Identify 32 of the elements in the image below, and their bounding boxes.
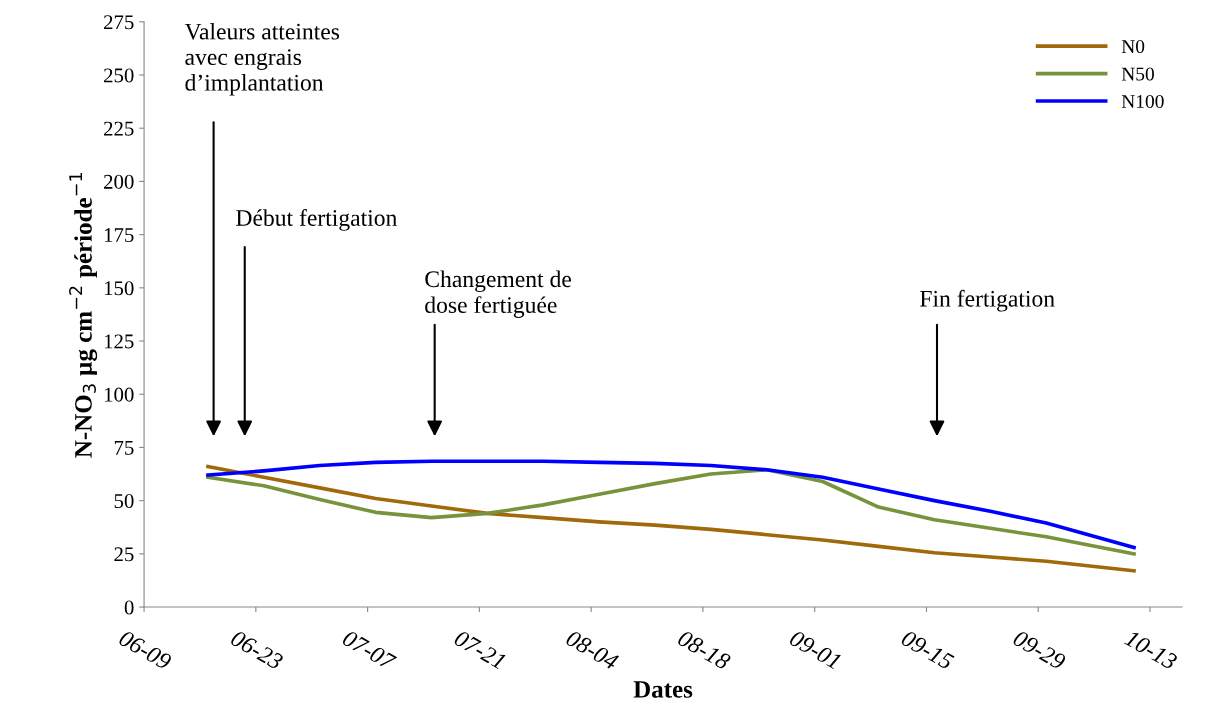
- x-tick-label: 06-23: [229, 629, 284, 671]
- y-tick-label: 200: [104, 174, 134, 189]
- x-tick-label: 08-18: [676, 629, 732, 671]
- x-tick-label: 09-29: [1012, 629, 1067, 671]
- y-tick-label: 275: [104, 15, 134, 30]
- annotation: Début fertigation: [236, 209, 397, 231]
- x-tick-label: 07-21: [453, 629, 507, 670]
- x-tick-label: 09-15: [900, 629, 955, 671]
- y-tick-label: 125: [104, 334, 134, 349]
- annotation: Changement de dose fertiguée: [425, 270, 571, 318]
- x-tick-label: 09-01: [788, 629, 842, 670]
- y-tick-label: 25: [114, 547, 134, 562]
- x-tick-label: 07-07: [341, 629, 398, 671]
- y-axis-title: N-NO$_{3}$ µg cm$^{−2}$ période$^{−1}$: [69, 172, 98, 458]
- y-tick-label: 75: [114, 441, 134, 455]
- x-tick-label: 06-09: [118, 629, 173, 671]
- y-tick-label: 150: [104, 281, 134, 296]
- x-tick-label: 08-04: [565, 629, 620, 671]
- y-tick-label: 50: [114, 494, 134, 509]
- legend-label: N0: [1121, 39, 1145, 54]
- line-series: [206, 464, 1136, 573]
- y-tick-label: 175: [104, 228, 134, 243]
- y-tick-label: 225: [104, 121, 134, 136]
- y-tick-label: 250: [104, 68, 134, 83]
- legend-label: N50: [1121, 67, 1154, 81]
- y-tick-label: 0: [124, 600, 134, 615]
- legend-label: N100: [1121, 94, 1164, 109]
- y-tick-label: 100: [104, 387, 134, 402]
- annotation: Fin fertigation: [920, 289, 1055, 312]
- x-tick-label: 10-13: [1123, 629, 1179, 671]
- x-axis-title: Dates: [633, 681, 693, 698]
- annotation: Valeurs atteintes avec engrais d’implantation: [184, 22, 340, 96]
